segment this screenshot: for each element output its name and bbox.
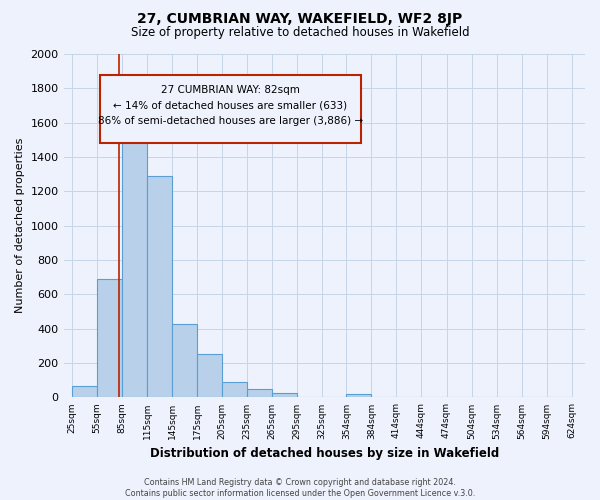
Y-axis label: Number of detached properties: Number of detached properties	[15, 138, 25, 314]
Bar	[97, 279, 122, 398]
Bar	[272, 393, 297, 398]
Text: Size of property relative to detached houses in Wakefield: Size of property relative to detached ho…	[131, 26, 469, 39]
Text: 27 CUMBRIAN WAY: 82sqm
← 14% of detached houses are smaller (633)
86% of semi-de: 27 CUMBRIAN WAY: 82sqm ← 14% of detached…	[98, 85, 363, 126]
Bar	[247, 389, 272, 398]
Bar	[197, 354, 222, 398]
Bar	[346, 394, 371, 398]
FancyBboxPatch shape	[100, 74, 361, 144]
X-axis label: Distribution of detached houses by size in Wakefield: Distribution of detached houses by size …	[149, 447, 499, 460]
Bar	[172, 324, 197, 398]
Text: 27, CUMBRIAN WAY, WAKEFIELD, WF2 8JP: 27, CUMBRIAN WAY, WAKEFIELD, WF2 8JP	[137, 12, 463, 26]
Bar	[72, 386, 97, 398]
Text: Contains HM Land Registry data © Crown copyright and database right 2024.
Contai: Contains HM Land Registry data © Crown c…	[125, 478, 475, 498]
Bar	[122, 116, 147, 398]
Bar	[147, 176, 172, 398]
Bar	[222, 382, 247, 398]
